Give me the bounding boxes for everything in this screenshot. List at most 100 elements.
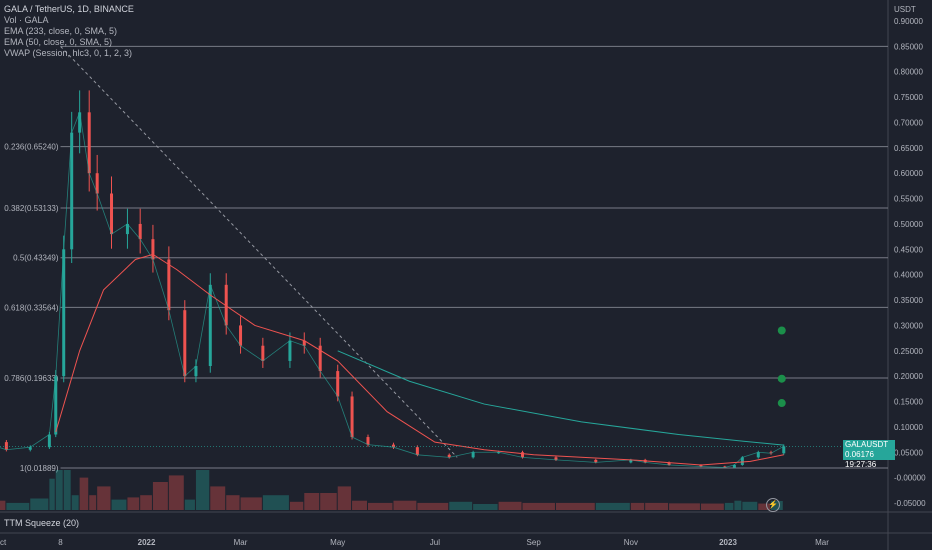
legend-vol: Vol · GALA <box>4 15 49 25</box>
volume-bar <box>320 493 337 510</box>
candle-body <box>47 434 51 448</box>
x-tick-label: Jul <box>430 538 440 547</box>
candle-body <box>366 437 370 445</box>
volume-bar <box>6 502 30 510</box>
volume-bar <box>742 501 758 510</box>
y-axis-unit: USDT <box>894 5 916 14</box>
volume-bar <box>669 503 700 510</box>
legend-vwap: VWAP (Session, hlc3, 0, 1, 2, 3) <box>4 48 133 58</box>
squeeze-dot <box>777 399 786 408</box>
ema50-line <box>55 253 784 466</box>
x-tick-label: Mar <box>815 538 829 547</box>
y-tick-label: 0.85000 <box>894 42 923 51</box>
candle-body <box>594 459 598 463</box>
candle-body <box>70 132 74 250</box>
y-tick-label: 0.05000 <box>894 448 923 457</box>
candle-body <box>288 340 292 361</box>
volume-bar <box>30 498 49 510</box>
volume-bar <box>71 495 79 510</box>
volume-bar <box>595 502 630 510</box>
volume-bar <box>304 493 320 510</box>
candle-body <box>723 466 727 468</box>
volume-bar <box>184 499 195 510</box>
volume-bar <box>127 497 140 510</box>
x-tick-label: Nov <box>624 538 638 547</box>
legend-title: GALA / TetherUS, 1D, BINANCE <box>4 4 134 14</box>
y-tick-label: 0.55000 <box>894 195 923 204</box>
volume-bar <box>417 502 449 510</box>
volume-bar <box>111 499 127 510</box>
volume-bar <box>55 470 63 510</box>
volume-bar <box>226 495 240 510</box>
candle-body <box>471 452 475 458</box>
candle-body <box>732 464 736 468</box>
volume-bar <box>645 502 669 510</box>
x-tick-label: Mar <box>234 538 248 547</box>
fib-level-label: 0.382(0.53133) <box>4 204 59 213</box>
candle-body <box>769 452 773 454</box>
candle-body <box>28 447 32 450</box>
candle-body <box>78 112 82 133</box>
volume-bar <box>630 502 645 510</box>
y-tick-label: 0.70000 <box>894 118 923 127</box>
indicator-label: TTM Squeeze (20) <box>4 518 80 528</box>
volume-bar <box>195 470 210 510</box>
candle-body <box>756 452 760 458</box>
volume-bar <box>758 503 771 510</box>
x-tick-label: 2022 <box>138 538 156 547</box>
last-price-tag: GALAUSDT 0.06176 19:27:36 <box>843 440 895 469</box>
plot-background <box>0 0 888 512</box>
lightning-icon[interactable]: ⚡ <box>766 498 780 512</box>
y-tick-label: 0.50000 <box>894 220 923 229</box>
volume-bar <box>168 475 184 510</box>
volume-bar <box>49 478 55 510</box>
candle-body <box>415 447 419 455</box>
candle-body <box>138 223 142 240</box>
volume-bar <box>337 486 352 510</box>
y-tick-label: 0.15000 <box>894 398 923 407</box>
candle-body <box>667 462 671 465</box>
volume-bar <box>0 500 6 510</box>
candle-body <box>167 259 171 311</box>
candle-body <box>521 452 525 458</box>
volume-bar <box>262 495 289 510</box>
candle-body <box>447 454 451 458</box>
volume-bar <box>140 495 152 510</box>
price-tag-symbol: GALAUSDT <box>845 440 889 449</box>
y-tick-label: 0.90000 <box>894 17 923 26</box>
volume-bar <box>289 501 304 510</box>
candle-body <box>350 396 354 438</box>
y-tick-label: -0.05000 <box>894 499 926 508</box>
candle-body <box>302 340 306 346</box>
volume-bar <box>393 500 417 510</box>
y-tick-label: 0.30000 <box>894 321 923 330</box>
candle-body <box>699 464 703 467</box>
volume-bar <box>449 501 473 510</box>
candle-body <box>4 442 8 450</box>
volume-bar <box>555 502 595 510</box>
volume-bar <box>210 486 226 510</box>
x-tick-label: Oct <box>0 538 7 547</box>
trendline <box>60 46 458 458</box>
legend-ema233: EMA (233, close, 0, SMA, 5) <box>4 26 118 36</box>
candle-body <box>62 249 66 377</box>
volume-bar <box>63 470 71 510</box>
candle-body <box>497 452 501 454</box>
y-tick-label: -0.00000 <box>894 474 926 483</box>
candle-body <box>194 366 198 377</box>
volume-bar <box>89 495 97 510</box>
candle-body <box>554 457 558 460</box>
y-tick-label: 0.80000 <box>894 68 923 77</box>
y-tick-label: 0.20000 <box>894 372 923 381</box>
candle-body <box>336 371 340 397</box>
x-tick-label: 2023 <box>719 538 737 547</box>
candle-body <box>224 284 228 326</box>
candle-body <box>54 376 58 435</box>
volume-bar <box>498 501 522 510</box>
price-tag-countdown: 19:27:36 <box>845 460 877 469</box>
y-tick-label: 0.10000 <box>894 423 923 432</box>
price-line <box>0 110 784 468</box>
chart-legend: GALA / TetherUS, 1D, BINANCE Vol · GALA … <box>4 4 134 59</box>
squeeze-dot <box>777 326 786 335</box>
